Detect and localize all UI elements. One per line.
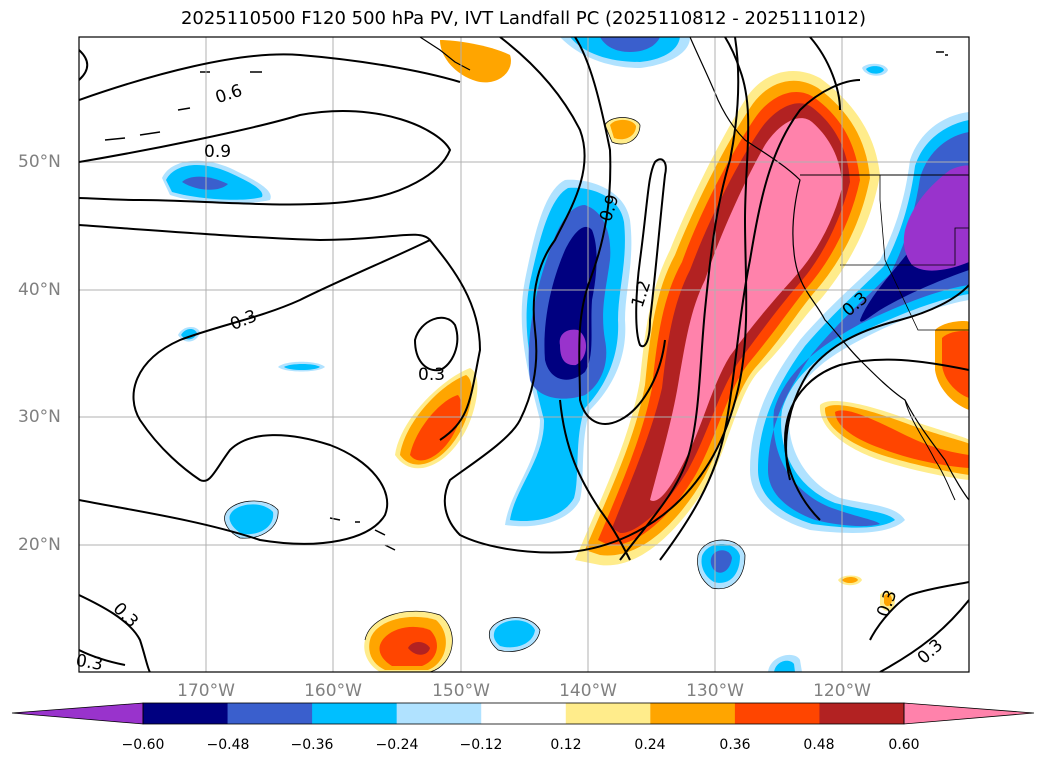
- lon-label: 120°W: [813, 681, 871, 701]
- colorbar: [11, 702, 1035, 725]
- colorbar-tick: −0.48: [206, 737, 250, 753]
- colorbar-tick: 0.12: [550, 737, 582, 753]
- lat-label: 50°N: [18, 152, 61, 172]
- lat-label: 30°N: [18, 407, 61, 427]
- coastlines: [104, 37, 969, 551]
- colorbar-tick: 0.48: [803, 737, 835, 753]
- colorbar-extend-high: [903, 702, 1035, 725]
- colorbar-cell: [312, 703, 398, 724]
- colorbar-cell: [396, 703, 482, 724]
- colorbar-tick: 0.36: [719, 737, 751, 753]
- colorbar-tick: −0.24: [375, 737, 419, 753]
- map-plot: 0.6 0.9 0.3 0.3 0.9 1.2 0.3 0.3 0.3 0.3 …: [74, 36, 970, 675]
- map-title: 2025110500 F120 500 hPa PV, IVT Landfall…: [180, 8, 867, 29]
- colorbar-tick: −0.60: [121, 737, 165, 753]
- colorbar-cell: [481, 703, 567, 724]
- colorbar-cell: [565, 703, 651, 724]
- colorbar-cell: [819, 703, 905, 724]
- contour-label: 0.3: [74, 651, 104, 675]
- lon-label: 160°W: [304, 681, 362, 701]
- colorbar-tick: 0.60: [888, 737, 920, 753]
- lon-label: 140°W: [559, 681, 617, 701]
- colorbar-tick: 0.24: [634, 737, 666, 753]
- lat-label: 40°N: [18, 280, 61, 300]
- contour-label: 0.9: [204, 142, 231, 162]
- colorbar-cell: [734, 703, 820, 724]
- lon-label: 130°W: [686, 681, 744, 701]
- lon-label: 150°W: [432, 681, 490, 701]
- colorbar-cell: [143, 703, 229, 724]
- lon-label: 170°W: [177, 681, 235, 701]
- shading-outlines: [224, 117, 746, 672]
- colorbar-cell: [227, 703, 313, 724]
- pv-contours: [79, 37, 969, 672]
- contour-label: 0.3: [418, 365, 445, 385]
- lat-label: 20°N: [18, 535, 61, 555]
- colorbar-tick: −0.12: [459, 737, 503, 753]
- gridlines: [79, 37, 969, 672]
- colorbar-cell: [650, 703, 736, 724]
- colorbar-tick: −0.36: [290, 737, 334, 753]
- colorbar-extend-low: [11, 702, 144, 725]
